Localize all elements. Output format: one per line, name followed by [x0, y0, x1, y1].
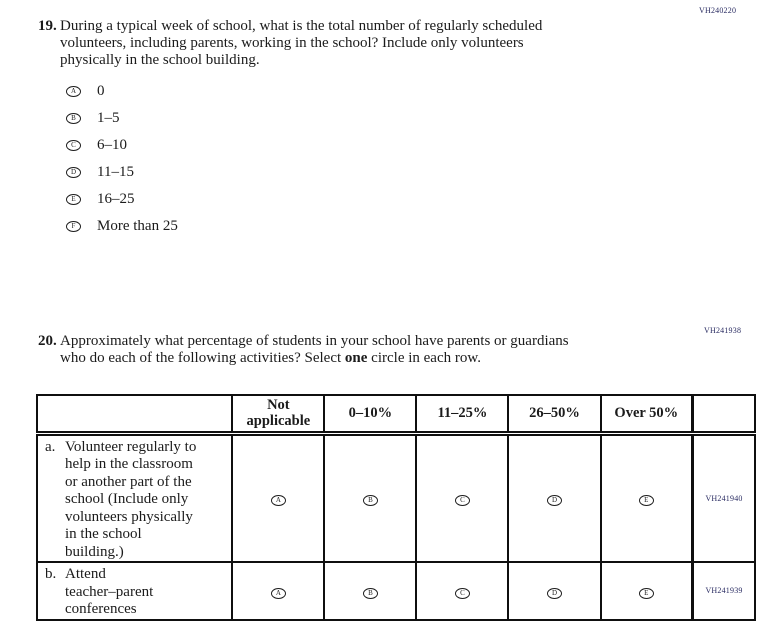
accession-code-q20: VH241938 — [704, 326, 742, 335]
question-19: 19. During a typical week of school, wha… — [38, 18, 542, 245]
response-oval-icon[interactable]: D — [547, 587, 562, 599]
answer-option-more-than-25[interactable]: F More than 25 — [66, 218, 542, 235]
response-oval-icon[interactable]: A — [270, 495, 286, 507]
header-not-applicable: Not applicable — [231, 394, 326, 436]
row-b-prefix: b. — [45, 566, 57, 582]
answer-option-11-15[interactable]: D 11–15 — [66, 164, 542, 181]
question-19-options: A 0 B 1–5 C 6–10 D 11–15 E 16–25 F More … — [66, 83, 542, 235]
answer-option-16-25[interactable]: E 16–25 — [66, 191, 542, 208]
response-oval-icon[interactable]: C — [66, 140, 81, 151]
row-a-option-11-25[interactable]: C — [415, 432, 510, 563]
response-oval-icon[interactable]: B — [362, 587, 378, 599]
question-20-text: Approximately what percentage of student… — [60, 333, 569, 366]
row-b-option-26-50[interactable]: D — [507, 561, 602, 621]
response-oval-icon[interactable]: A — [66, 86, 81, 97]
option-label: 0 — [97, 83, 105, 99]
row-b-option-not-applicable[interactable]: A — [231, 561, 326, 621]
row-a-option-over-50[interactable]: E — [599, 432, 694, 563]
row-a-prefix: a. — [45, 438, 56, 455]
row-b-option-11-25[interactable]: C — [415, 561, 510, 621]
response-oval-icon[interactable]: C — [454, 495, 470, 507]
row-b-option-over-50[interactable]: E — [599, 561, 694, 621]
option-label: 1–5 — [97, 110, 120, 126]
response-oval-icon[interactable]: E — [638, 495, 654, 507]
row-a-accession-code: VH241940 — [691, 432, 757, 563]
header-11-25: 11–25% — [415, 394, 510, 436]
option-label: 11–15 — [97, 164, 134, 180]
response-oval-icon[interactable]: E — [638, 587, 654, 599]
response-oval-icon[interactable]: F — [66, 221, 81, 232]
question-19-number: 19. — [38, 18, 57, 34]
bold-one: one — [344, 350, 368, 366]
row-a-label: a. Volunteer regularly to help in the cl… — [35, 432, 234, 563]
table-row-a: a. Volunteer regularly to help in the cl… — [35, 432, 757, 563]
response-oval-icon[interactable]: D — [547, 495, 562, 507]
response-oval-icon[interactable]: B — [362, 495, 378, 507]
question-20-number: 20. — [38, 333, 57, 349]
header-blank-cell — [35, 394, 234, 436]
header-code-cell — [691, 394, 757, 436]
header-over-50: Over 50% — [599, 394, 694, 436]
row-a-text: Volunteer regularly to help in the class… — [65, 438, 197, 560]
question-19-head: 19. During a typical week of school, wha… — [38, 18, 542, 69]
q20-response-table: Not applicable 0–10% 11–25% 26–50% Over … — [35, 394, 757, 621]
question-20: 20. Approximately what percentage of stu… — [38, 333, 569, 367]
answer-option-6-10[interactable]: C 6–10 — [66, 137, 542, 154]
row-b-option-0-10[interactable]: B — [323, 561, 418, 621]
answer-option-0[interactable]: A 0 — [66, 83, 542, 100]
row-a-option-0-10[interactable]: B — [323, 432, 418, 563]
response-oval-icon[interactable]: E — [66, 194, 81, 205]
response-oval-icon[interactable]: A — [270, 587, 286, 599]
row-b-text: Attend teacher–parent conferences — [65, 566, 154, 617]
header-26-50: 26–50% — [507, 394, 602, 436]
option-label: 16–25 — [97, 191, 135, 207]
row-a-option-not-applicable[interactable]: A — [231, 432, 326, 563]
option-label: 6–10 — [97, 137, 127, 153]
table-row-b: b. Attend teacher–parent conferences A B… — [35, 561, 757, 621]
response-oval-icon[interactable]: D — [66, 167, 81, 178]
row-b-accession-code: VH241939 — [691, 561, 757, 621]
header-0-10: 0–10% — [323, 394, 418, 436]
accession-code-q19: VH240220 — [699, 6, 737, 15]
answer-option-1-5[interactable]: B 1–5 — [66, 110, 542, 127]
row-a-option-26-50[interactable]: D — [507, 432, 602, 563]
question-19-text: During a typical week of school, what is… — [60, 18, 543, 68]
response-oval-icon[interactable]: B — [66, 113, 81, 124]
option-label: More than 25 — [97, 218, 178, 234]
response-oval-icon[interactable]: C — [454, 587, 470, 599]
row-b-label: b. Attend teacher–parent conferences — [35, 561, 234, 621]
question-20-head: 20. Approximately what percentage of stu… — [38, 333, 569, 367]
table-header-row: Not applicable 0–10% 11–25% 26–50% Over … — [35, 394, 757, 436]
